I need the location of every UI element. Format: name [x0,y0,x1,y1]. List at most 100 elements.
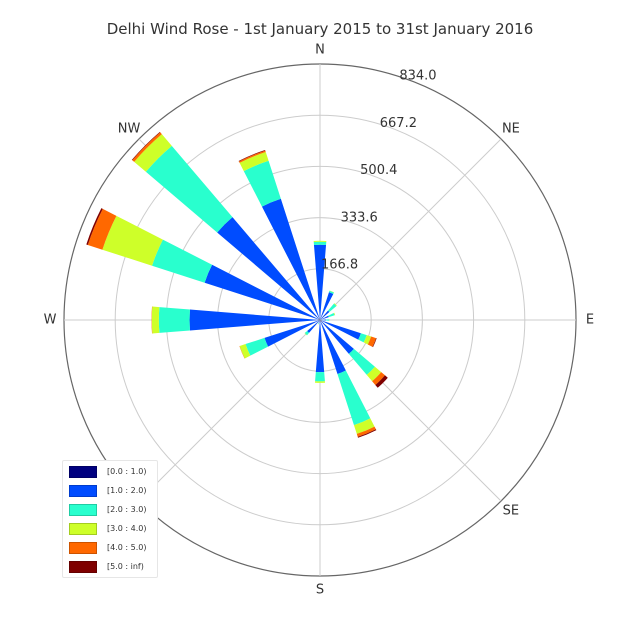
wind-rose-bar-segment [337,370,371,426]
wind-rose-bar-segment [367,336,377,347]
wind-rose-bar-segment [238,150,266,162]
wind-rose-bar-segment [318,319,320,320]
wind-rose-bars [86,131,388,438]
legend-swatch-1 [69,485,97,497]
legend-item: [1.0 : 2.0) [69,485,157,497]
wind-rose-bar-segment [304,332,308,336]
legend-swatch-3 [69,523,97,535]
legend-swatch-0 [69,466,97,478]
wind-rose-bar-segment [356,426,376,437]
wind-rose-bar-segment [358,333,367,343]
wind-rose-bar-segment [87,208,117,250]
wind-rose-bar-segment [261,198,320,319]
wind-rose-bar-segment [320,320,321,322]
direction-label: E [586,313,594,328]
wind-rose-bar-segment [134,134,172,172]
legend-item: [5.0 : inf) [69,561,157,573]
wind-rose-bar-segment [204,264,319,320]
direction-label: NW [118,122,141,137]
radial-tick-label: 667.2 [380,116,417,131]
wind-rose-bar-segment [333,303,337,307]
wind-rose-bar-segment [315,372,325,382]
wind-rose-bar-segment [320,292,334,320]
wind-rose-bar-segment [317,323,319,325]
wind-rose-bar-segment [320,319,327,321]
radial-tick-label: 834.0 [399,68,436,83]
legend-swatch-2 [69,504,97,516]
legend-item: [0.0 : 1.0) [69,466,157,478]
wind-rose-bar-segment [151,306,160,334]
wind-rose-bar-segment [353,418,375,434]
wind-rose-bar-segment [313,244,327,319]
radial-tick-label: 500.4 [360,163,397,178]
wind-rose-bar-segment [239,344,251,359]
wind-rose-bar-segment [375,375,388,388]
wind-rose-bar-segment [102,215,163,266]
wind-rose-bar-segment [304,330,310,336]
wind-rose-bar-segment [320,320,322,322]
grid-spoke [319,138,502,321]
wind-rose-bar-segment [319,318,320,320]
wind-rose-bar-segment [320,310,330,320]
wind-rose-bar-segment [245,337,269,356]
wind-rose-bar-segment [152,239,213,283]
radial-tick-label: 166.8 [321,258,358,273]
wind-rose-bar-segment [86,208,103,245]
wind-rose-bar-segment [326,319,330,321]
wind-rose-bar-segment [158,307,190,333]
legend-label: [3.0 : 4.0) [107,524,147,533]
direction-label: SE [503,503,519,518]
wind-rose-bar-segment [327,303,337,313]
legend-swatch-4 [69,542,97,554]
legend-label: [1.0 : 2.0) [107,486,147,495]
legend-item: [2.0 : 3.0) [69,504,157,516]
wind-rose-bar-segment [145,145,233,233]
legend-label: [4.0 : 5.0) [107,543,147,552]
direction-label: S [316,583,324,598]
wind-rose-bar-segment [366,366,382,382]
legend: [0.0 : 1.0) [1.0 : 2.0) [2.0 : 3.0) [3.0… [62,460,158,578]
wind-rose-bar-segment [320,321,346,375]
wind-rose-bar-segment [363,335,372,345]
direction-label: NE [502,122,520,137]
wind-rose-bar-segment [321,321,354,354]
legend-label: [5.0 : inf) [107,562,144,571]
wind-rose-bar-segment [321,320,361,340]
radial-tick-label: 333.6 [341,210,378,225]
direction-label: N [315,43,325,58]
direction-label: W [44,313,57,328]
wind-rose-bar-segment [239,345,245,359]
wind-rose-bar-segment [318,322,320,325]
wind-rose-bar-segment [239,152,269,172]
wind-rose-bar-segment [320,315,329,320]
legend-label: [0.0 : 1.0) [107,467,147,476]
wind-rose-bar-segment [328,290,334,295]
grid-spoke [138,319,321,502]
wind-rose-bar-segment [357,429,377,438]
legend-item: [3.0 : 4.0) [69,523,157,535]
wind-rose-bar-segment [372,372,385,385]
wind-rose-bar-segment [318,320,320,323]
wind-rose-bar-segment [333,312,336,316]
wind-rose-bar-segment [131,131,161,161]
wind-rose-bar-segment [238,150,266,163]
wind-rose-bar-segment [264,320,319,347]
wind-rose-bar-segment [328,313,335,318]
legend-swatch-5 [69,561,97,573]
wind-rose-bar-segment [217,217,320,320]
wind-rose-bar-segment [243,160,281,207]
wind-rose-bar-segment [315,321,325,373]
legend-item: [4.0 : 5.0) [69,542,157,554]
wind-rose-bar-segment [348,348,375,375]
legend-label: [2.0 : 3.0) [107,505,147,514]
wind-rose-bar-segment [307,320,320,333]
wind-rose-bar-segment [313,241,327,246]
wind-rose-bar-segment [313,240,327,242]
wind-rose-bar-segment [314,381,326,383]
wind-rose-bar-segment [151,306,153,334]
chart-title: Delhi Wind Rose - 1st January 2015 to 31… [106,20,534,38]
wind-rose-bar-segment [318,318,320,320]
wind-rose-bar-segment [132,132,162,162]
wind-rose-bar-segment [329,290,335,293]
